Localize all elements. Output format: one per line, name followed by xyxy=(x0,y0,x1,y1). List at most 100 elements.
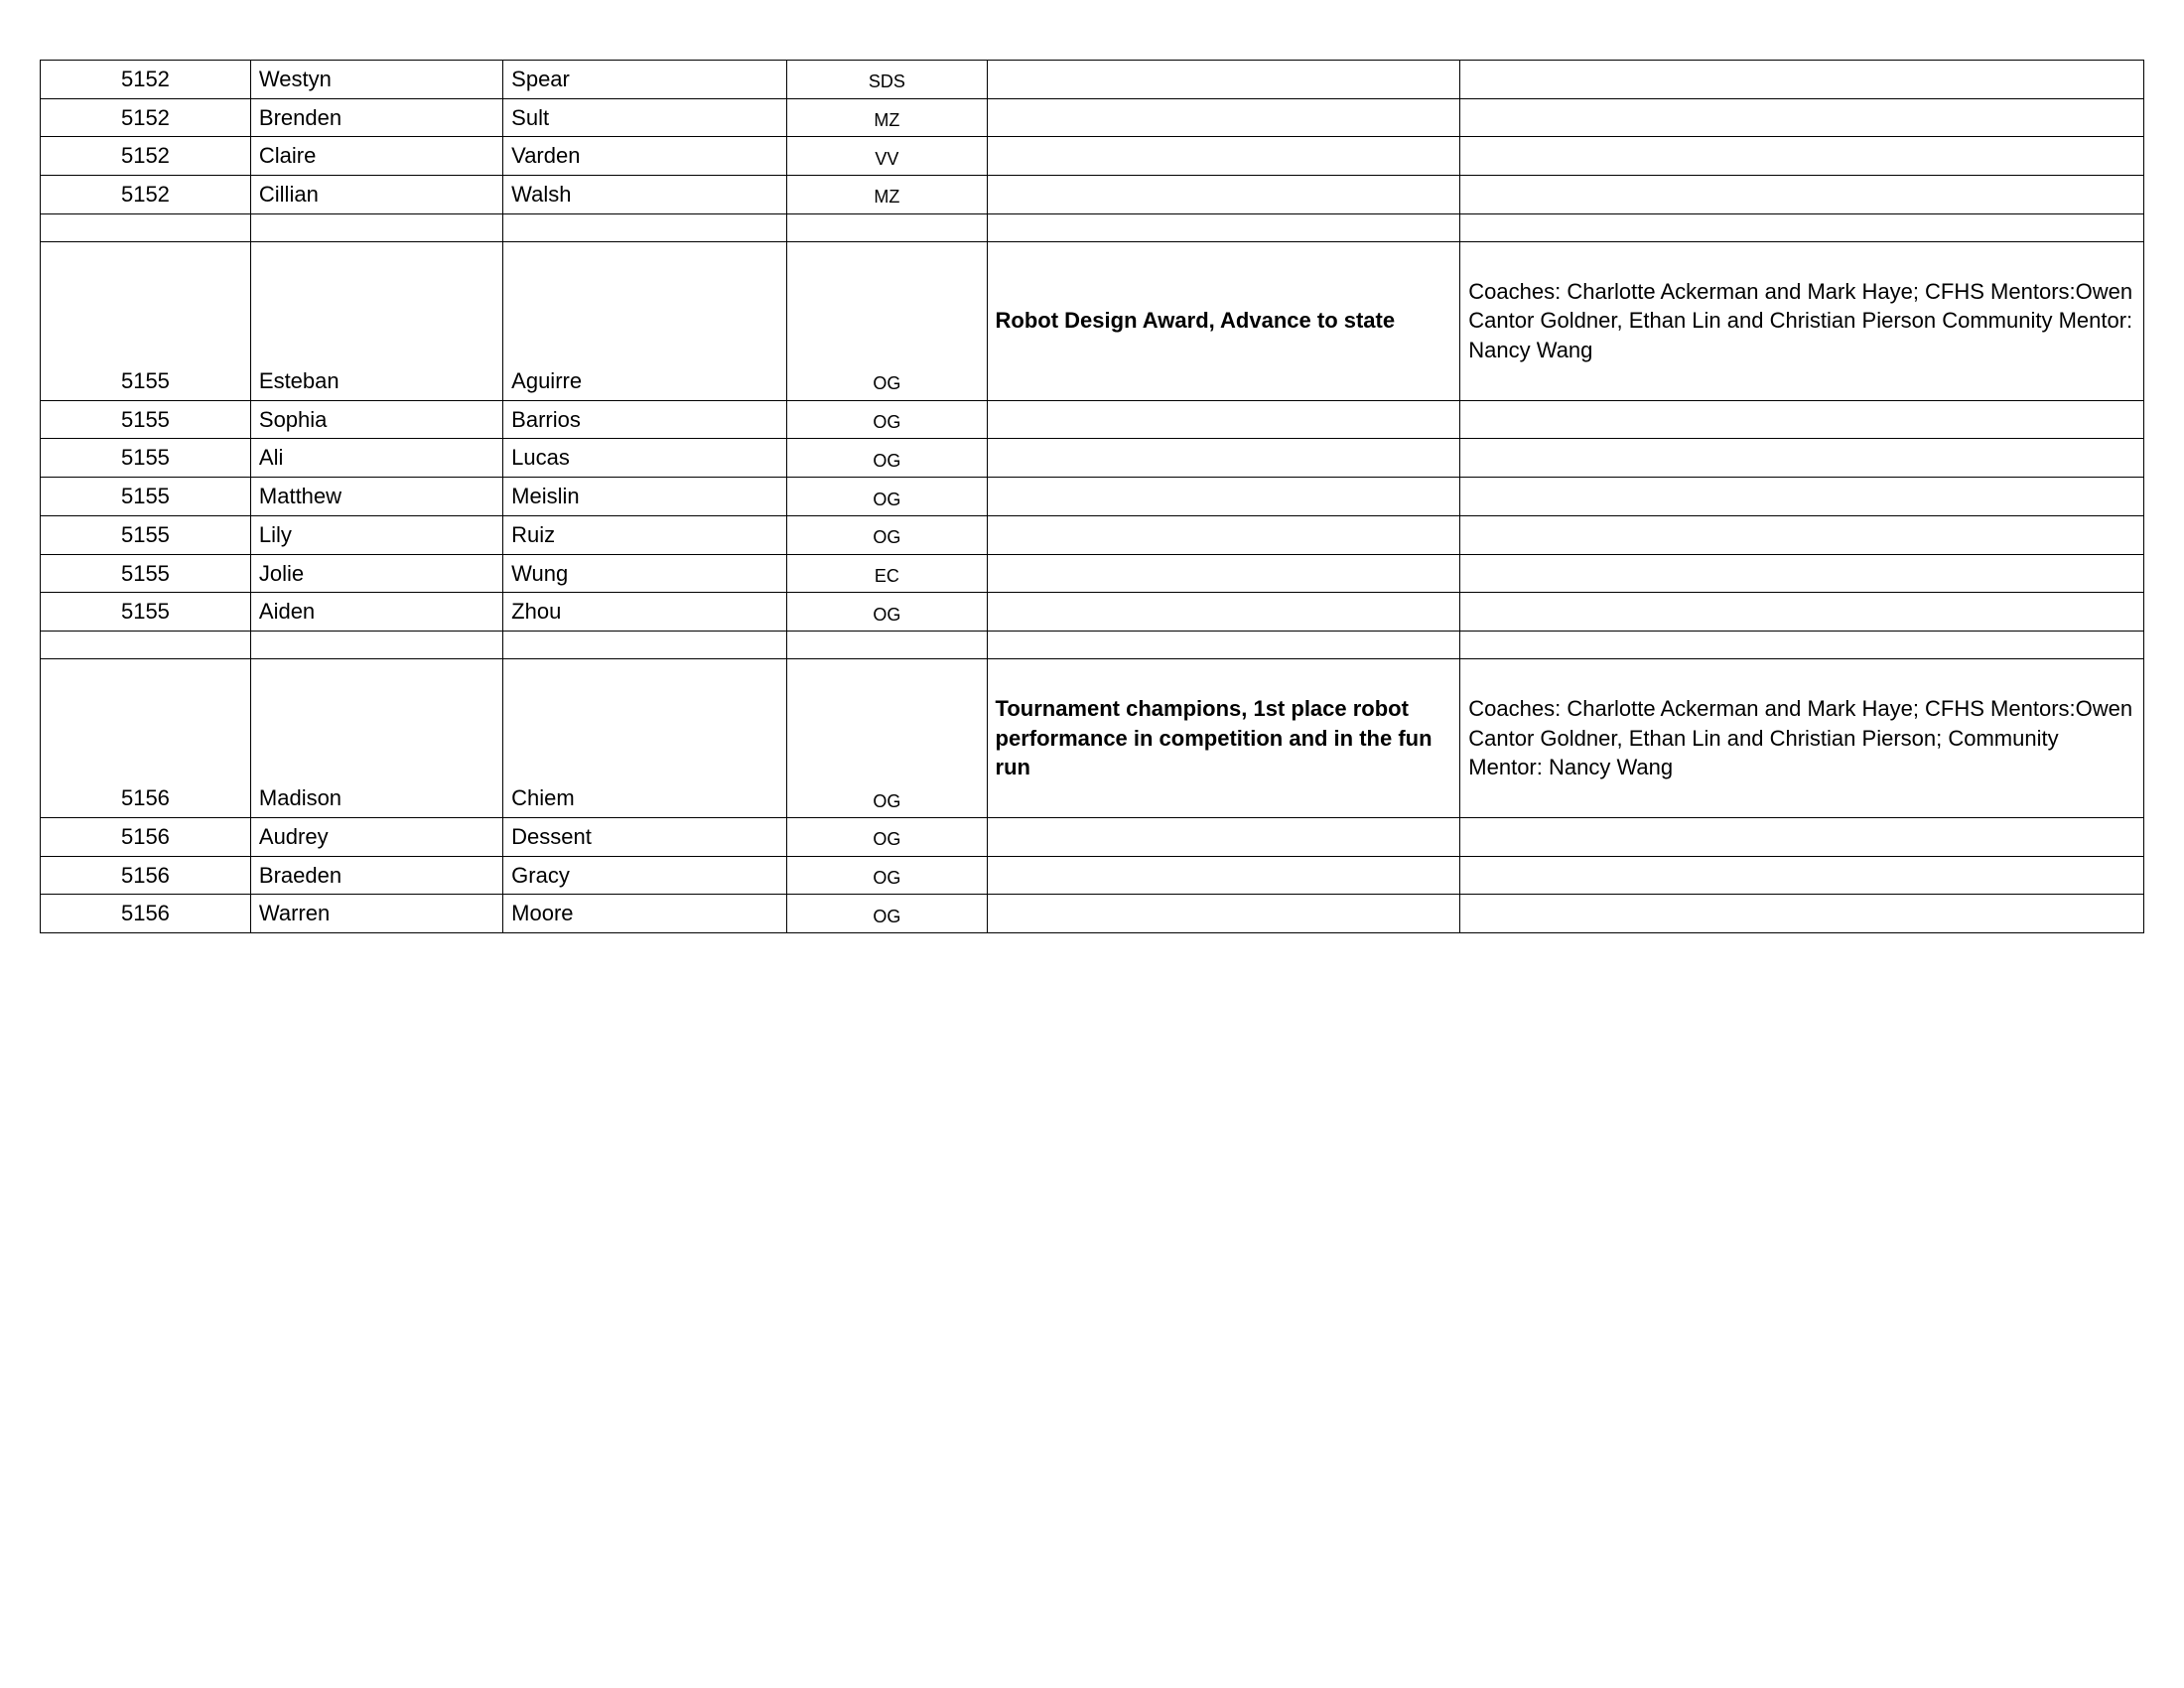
code-cell: OG xyxy=(787,658,987,817)
last-name-cell: Dessent xyxy=(503,817,787,856)
award-cell xyxy=(987,856,1460,895)
last-name-cell: Lucas xyxy=(503,439,787,478)
first-name-cell: Braeden xyxy=(250,856,502,895)
award-cell xyxy=(987,98,1460,137)
spacer-cell xyxy=(250,631,502,658)
notes-cell xyxy=(1460,478,2144,516)
notes-cell xyxy=(1460,817,2144,856)
notes-cell xyxy=(1460,593,2144,632)
notes-cell xyxy=(1460,137,2144,176)
code-cell: OG xyxy=(787,241,987,400)
id-cell: 5152 xyxy=(41,61,251,99)
award-cell: Tournament champions, 1st place robot pe… xyxy=(987,658,1460,817)
first-name-cell: Madison xyxy=(250,658,502,817)
first-name-cell: Warren xyxy=(250,895,502,933)
last-name-cell: Meislin xyxy=(503,478,787,516)
table-row: 5156BraedenGracyOG xyxy=(41,856,2144,895)
notes-cell xyxy=(1460,515,2144,554)
last-name-cell: Sult xyxy=(503,98,787,137)
first-name-cell: Ali xyxy=(250,439,502,478)
notes-cell xyxy=(1460,856,2144,895)
first-name-cell: Sophia xyxy=(250,400,502,439)
award-cell xyxy=(987,554,1460,593)
table-row: 5152WestynSpearSDS xyxy=(41,61,2144,99)
id-cell: 5152 xyxy=(41,176,251,214)
award-cell xyxy=(987,439,1460,478)
code-cell: MZ xyxy=(787,176,987,214)
code-cell: OG xyxy=(787,400,987,439)
award-cell xyxy=(987,137,1460,176)
code-cell: EC xyxy=(787,554,987,593)
spacer-cell xyxy=(503,631,787,658)
id-cell: 5156 xyxy=(41,817,251,856)
notes-cell xyxy=(1460,61,2144,99)
last-name-cell: Gracy xyxy=(503,856,787,895)
table-row: 5155SophiaBarriosOG xyxy=(41,400,2144,439)
last-name-cell: Barrios xyxy=(503,400,787,439)
code-cell: VV xyxy=(787,137,987,176)
table-row: 5155AliLucasOG xyxy=(41,439,2144,478)
code-cell: SDS xyxy=(787,61,987,99)
id-cell: 5156 xyxy=(41,658,251,817)
spacer-cell xyxy=(41,631,251,658)
table-row: 5155AidenZhouOG xyxy=(41,593,2144,632)
last-name-cell: Ruiz xyxy=(503,515,787,554)
spacer-cell xyxy=(503,213,787,241)
first-name-cell: Lily xyxy=(250,515,502,554)
table-row xyxy=(41,631,2144,658)
spacer-cell xyxy=(987,213,1460,241)
last-name-cell: Spear xyxy=(503,61,787,99)
first-name-cell: Claire xyxy=(250,137,502,176)
code-cell: OG xyxy=(787,478,987,516)
id-cell: 5156 xyxy=(41,895,251,933)
table-row: 5152BrendenSultMZ xyxy=(41,98,2144,137)
spacer-cell xyxy=(41,213,251,241)
last-name-cell: Aguirre xyxy=(503,241,787,400)
last-name-cell: Wung xyxy=(503,554,787,593)
first-name-cell: Westyn xyxy=(250,61,502,99)
notes-cell xyxy=(1460,554,2144,593)
id-cell: 5155 xyxy=(41,593,251,632)
first-name-cell: Brenden xyxy=(250,98,502,137)
table-row: 5152CillianWalshMZ xyxy=(41,176,2144,214)
id-cell: 5152 xyxy=(41,98,251,137)
first-name-cell: Cillian xyxy=(250,176,502,214)
notes-cell: Coaches: Charlotte Ackerman and Mark Hay… xyxy=(1460,658,2144,817)
table-row: 5155MatthewMeislinOG xyxy=(41,478,2144,516)
last-name-cell: Walsh xyxy=(503,176,787,214)
last-name-cell: Chiem xyxy=(503,658,787,817)
table-row: 5156WarrenMooreOG xyxy=(41,895,2144,933)
id-cell: 5152 xyxy=(41,137,251,176)
award-cell xyxy=(987,817,1460,856)
first-name-cell: Audrey xyxy=(250,817,502,856)
table-row xyxy=(41,213,2144,241)
spacer-cell xyxy=(787,213,987,241)
last-name-cell: Zhou xyxy=(503,593,787,632)
code-cell: MZ xyxy=(787,98,987,137)
last-name-cell: Varden xyxy=(503,137,787,176)
award-cell: Robot Design Award, Advance to state xyxy=(987,241,1460,400)
table-row: 5156AudreyDessentOG xyxy=(41,817,2144,856)
id-cell: 5155 xyxy=(41,400,251,439)
notes-cell: Coaches: Charlotte Ackerman and Mark Hay… xyxy=(1460,241,2144,400)
table-row: 5155EstebanAguirreOGRobot Design Award, … xyxy=(41,241,2144,400)
award-cell xyxy=(987,400,1460,439)
code-cell: OG xyxy=(787,593,987,632)
code-cell: OG xyxy=(787,856,987,895)
id-cell: 5156 xyxy=(41,856,251,895)
award-cell xyxy=(987,478,1460,516)
table-row: 5155LilyRuizOG xyxy=(41,515,2144,554)
first-name-cell: Esteban xyxy=(250,241,502,400)
spacer-cell xyxy=(1460,213,2144,241)
code-cell: OG xyxy=(787,817,987,856)
id-cell: 5155 xyxy=(41,439,251,478)
id-cell: 5155 xyxy=(41,478,251,516)
spacer-cell xyxy=(787,631,987,658)
id-cell: 5155 xyxy=(41,515,251,554)
first-name-cell: Aiden xyxy=(250,593,502,632)
first-name-cell: Matthew xyxy=(250,478,502,516)
spacer-cell xyxy=(1460,631,2144,658)
notes-cell xyxy=(1460,176,2144,214)
award-cell xyxy=(987,515,1460,554)
roster-table: 5152WestynSpearSDS5152BrendenSultMZ5152C… xyxy=(40,60,2144,933)
